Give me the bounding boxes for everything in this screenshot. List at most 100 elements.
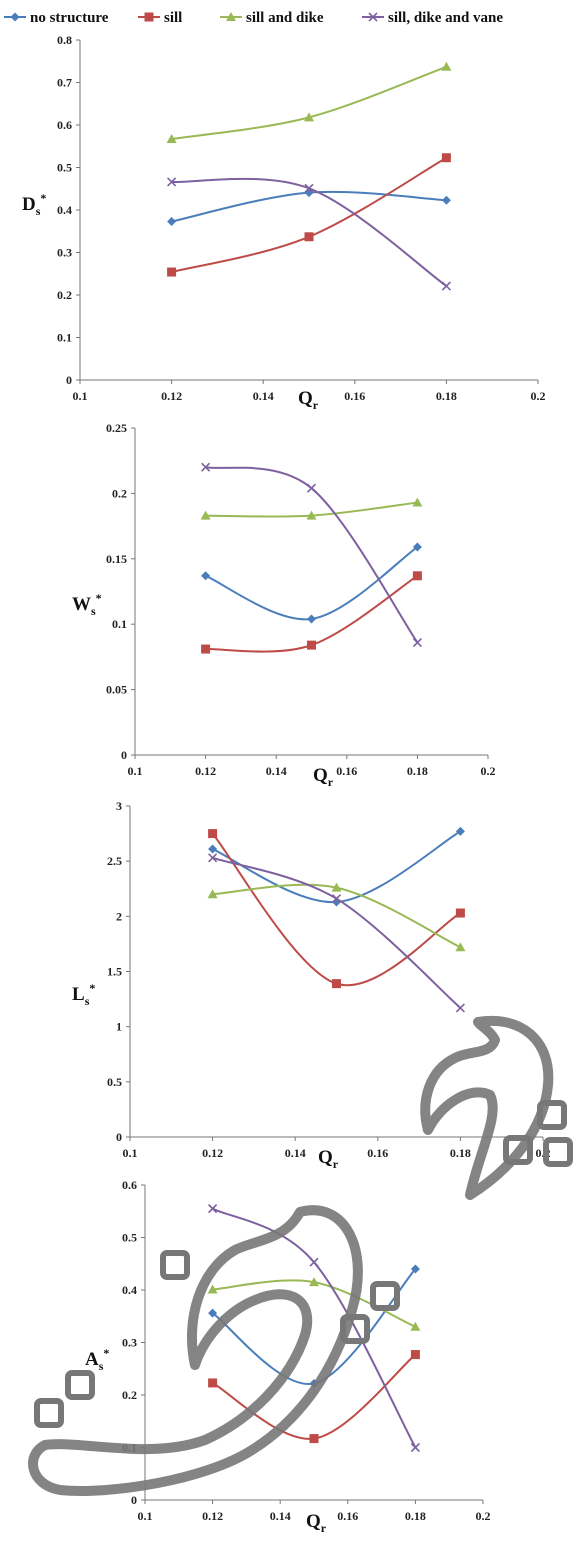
x-tick-label: 0.16 — [367, 1146, 388, 1160]
data-point — [306, 510, 317, 520]
series-line — [212, 883, 461, 949]
y-tick-label: 0.5 — [107, 1075, 122, 1089]
series-sill-and-dike — [207, 882, 466, 952]
y-tick-label: 0 — [116, 1130, 122, 1144]
series-sill-dike-and-vane — [201, 462, 422, 648]
x-tick-label: 0.16 — [344, 389, 365, 403]
data-point — [167, 216, 177, 226]
data-point — [455, 908, 465, 918]
x-tick-label: 0.18 — [405, 1509, 426, 1523]
x-tick-label: 0.14 — [270, 1509, 291, 1523]
data-point — [410, 1321, 421, 1331]
series-line — [205, 574, 418, 653]
logo-square — [543, 1137, 573, 1167]
data-point — [304, 183, 314, 193]
data-point — [304, 232, 314, 242]
y-tick-label: 2.5 — [107, 854, 122, 868]
y-tick-label: 2 — [116, 909, 122, 923]
x-tick-label: 0.14 — [266, 764, 287, 778]
x-tick-label: 0.12 — [195, 764, 216, 778]
y-tick-label: 0.2 — [112, 486, 127, 500]
y-tick-label: 0.8 — [57, 33, 72, 47]
y-tick-label: 0.4 — [122, 1283, 137, 1297]
legend-label: no structure — [30, 10, 109, 26]
series-line — [171, 156, 447, 274]
series-sill-dike-and-vane — [167, 177, 451, 291]
series-sill — [208, 829, 465, 989]
x-axis-label: Qr — [318, 1147, 339, 1171]
legend-item-sill-dike-and-vane: sill, dike and vane — [362, 10, 503, 26]
series-no-structure — [167, 188, 451, 226]
y-tick-label: 0 — [66, 373, 72, 387]
y-tick-label: 0.3 — [122, 1336, 137, 1350]
chart-ds-star: 00.10.20.30.40.50.60.70.80.1 0.12 0.14 0.16… — [22, 33, 546, 412]
y-tick-label: 0.1 — [57, 331, 72, 345]
data-point — [201, 462, 211, 472]
data-point — [455, 1003, 465, 1013]
x-tick-label: 0.2 — [531, 389, 546, 403]
y-tick-label: 0.6 — [122, 1178, 137, 1192]
x-tick-label: 0.1 — [138, 1509, 153, 1523]
x-tick-label: 0.1 — [123, 1146, 138, 1160]
y-tick-label: 0.4 — [57, 203, 72, 217]
legend-item-no-structure: no structure — [4, 10, 109, 26]
y-tick-label: 0.6 — [57, 118, 72, 132]
y-tick-label: 0.15 — [106, 552, 127, 566]
data-point — [201, 644, 211, 654]
y-tick-label: 0.2 — [122, 1388, 137, 1402]
legend-label: sill — [164, 10, 182, 26]
x-tick-label: 0.14 — [253, 389, 274, 403]
legend-marker-triangle — [226, 12, 236, 21]
y-tick-label: 3 — [116, 799, 122, 813]
x-tick-label: 0.18 — [450, 1146, 471, 1160]
y-tick-label: 0.5 — [57, 161, 72, 175]
legend-marker-square — [144, 12, 154, 22]
series-sill-dike-and-vane — [208, 1204, 420, 1453]
y-tick-label: 0.05 — [106, 683, 127, 697]
legend-item-sill-and-dike: sill and dike — [220, 10, 324, 26]
series-sill-dike-and-vane — [208, 853, 465, 1013]
series-sill — [167, 153, 451, 277]
data-point — [307, 614, 316, 624]
y-tick-label: 0.25 — [106, 421, 127, 435]
watermark-logo — [28, 1015, 573, 1496]
data-point — [167, 177, 177, 187]
logo-square — [370, 1281, 400, 1311]
data-point — [412, 497, 423, 507]
x-tick-label: 0.12 — [161, 389, 182, 403]
legend: no structure sill sill and dike sill, dike … — [4, 10, 503, 26]
data-point — [410, 1264, 420, 1274]
legend-item-sill: sill — [138, 10, 182, 26]
y-tick-label: 0.5 — [122, 1231, 137, 1245]
x-tick-label: 0.16 — [336, 764, 357, 778]
data-point — [207, 1284, 218, 1294]
data-point — [332, 979, 341, 989]
logo-square — [537, 1100, 567, 1130]
logo-square — [503, 1135, 533, 1165]
x-tick-label: 0.2 — [481, 764, 496, 778]
data-point — [200, 510, 211, 520]
x-tick-label: 0.14 — [285, 1146, 306, 1160]
y-tick-label: 0.2 — [57, 288, 72, 302]
data-point — [208, 1204, 218, 1214]
data-point — [309, 1434, 319, 1444]
data-point — [167, 267, 177, 277]
data-point — [410, 1442, 420, 1453]
data-point — [441, 153, 451, 163]
data-point — [208, 1308, 218, 1318]
x-tick-label: 0.12 — [202, 1146, 223, 1160]
series-line — [171, 65, 447, 141]
data-point — [306, 483, 317, 493]
data-point — [455, 942, 466, 952]
series-sill — [201, 571, 422, 654]
data-point — [331, 894, 342, 904]
x-tick-label: 0.1 — [73, 389, 88, 403]
series-line — [205, 546, 418, 621]
legend-label: sill and dike — [246, 10, 324, 26]
legend-label: sill, dike and vane — [388, 10, 503, 26]
data-point — [304, 112, 314, 122]
y-tick-label: 1 — [116, 1020, 122, 1034]
data-point — [412, 637, 422, 648]
data-point — [441, 281, 451, 291]
